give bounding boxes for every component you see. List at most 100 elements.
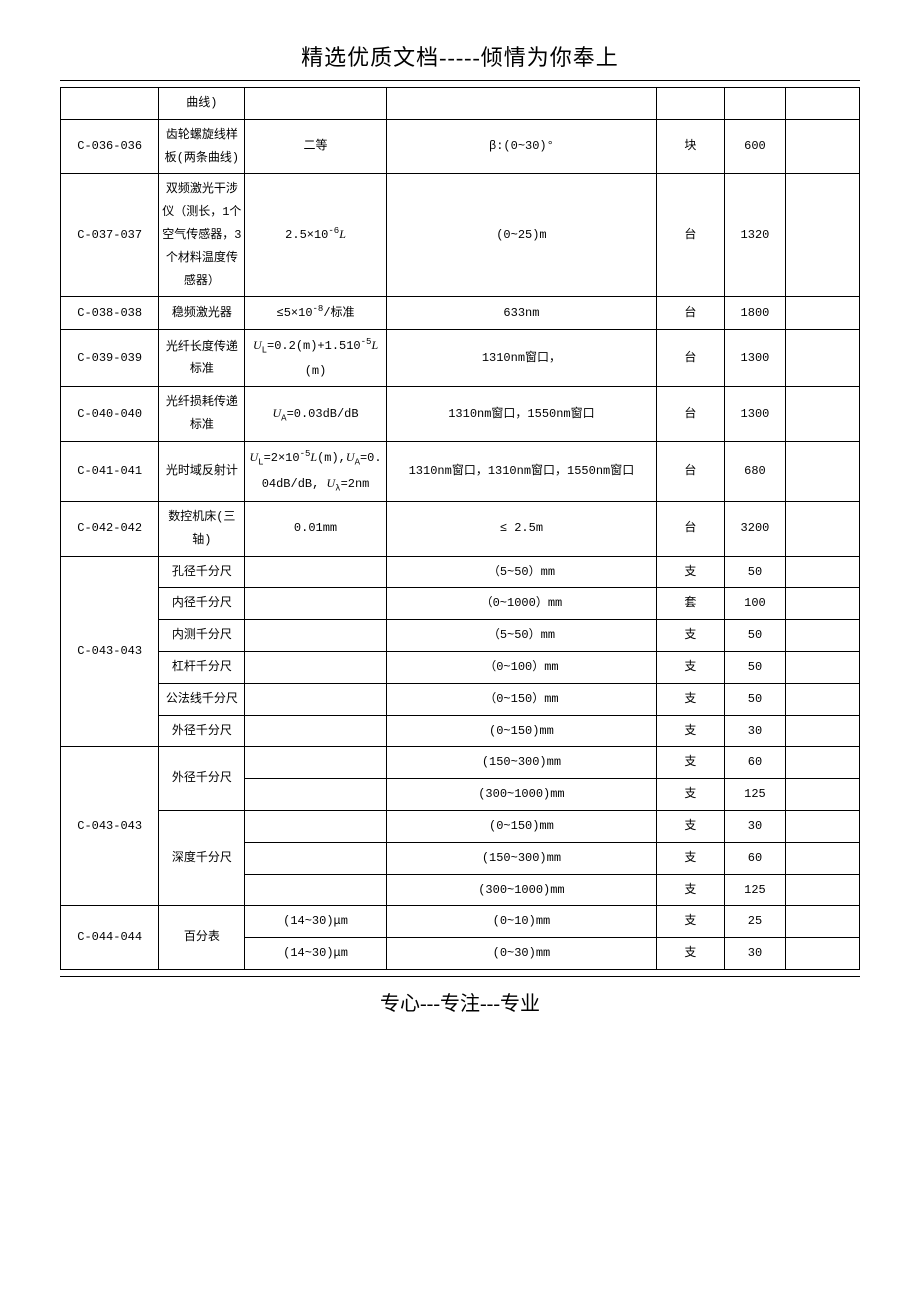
page-header: 精选优质文档-----倾情为你奉上 [60, 40, 860, 72]
cell-price: 60 [724, 747, 785, 779]
cell-code: C-042-042 [61, 502, 159, 557]
cell-note [786, 810, 860, 842]
cell-name: 外径千分尺 [159, 715, 245, 747]
cell-code: C-036-036 [61, 119, 159, 174]
cell-unit: 支 [657, 715, 725, 747]
cell-name: 杠杆千分尺 [159, 652, 245, 684]
cell-code: C-041-041 [61, 442, 159, 502]
cell-price: 600 [724, 119, 785, 174]
main-table: 曲线) C-036-036 齿轮螺旋线样板(两条曲线) 二等 β:(0~30)°… [60, 87, 860, 970]
cell-code [61, 88, 159, 120]
cell-spec: ≤5×10-8/标准 [245, 297, 386, 330]
cell-name: 双频激光干涉仪（测长，1个空气传感器，3个材料温度传感器） [159, 174, 245, 297]
cell-unit: 块 [657, 119, 725, 174]
table-row: C-037-037 双频激光干涉仪（测长，1个空气传感器，3个材料温度传感器） … [61, 174, 860, 297]
cell-code: C-040-040 [61, 387, 159, 442]
cell-range: (0~150)mm [386, 810, 656, 842]
cell-unit: 台 [657, 387, 725, 442]
cell-price: 50 [724, 683, 785, 715]
cell-price: 1300 [724, 330, 785, 387]
cell-note [786, 906, 860, 938]
cell-range [386, 88, 656, 120]
cell-name: 深度千分尺 [159, 810, 245, 905]
cell-name: 数控机床(三轴) [159, 502, 245, 557]
header-rule [60, 80, 860, 81]
cell-note [786, 620, 860, 652]
cell-name: 光纤长度传递标准 [159, 330, 245, 387]
cell-note [786, 387, 860, 442]
cell-spec: UL=2×10-5L(m),UA=0.04dB/dB, Uλ=2nm [245, 442, 386, 502]
cell-spec [245, 556, 386, 588]
cell-unit: 支 [657, 779, 725, 811]
cell-unit: 支 [657, 683, 725, 715]
cell-range: 1310nm窗口， [386, 330, 656, 387]
cell-unit: 台 [657, 174, 725, 297]
cell-spec [245, 588, 386, 620]
cell-name: 曲线) [159, 88, 245, 120]
cell-spec: 2.5×10-6L [245, 174, 386, 297]
cell-unit: 台 [657, 502, 725, 557]
cell-price: 50 [724, 620, 785, 652]
cell-code: C-038-038 [61, 297, 159, 330]
cell-unit: 台 [657, 297, 725, 330]
cell-unit: 套 [657, 588, 725, 620]
cell-unit: 支 [657, 938, 725, 970]
cell-price: 3200 [724, 502, 785, 557]
table-row: C-039-039 光纤长度传递标准 UL=0.2(m)+1.510-5L(m)… [61, 330, 860, 387]
cell-price: 30 [724, 938, 785, 970]
cell-range: （0~1000）mm [386, 588, 656, 620]
cell-unit: 支 [657, 874, 725, 906]
cell-unit: 支 [657, 810, 725, 842]
cell-spec [245, 88, 386, 120]
table-row: 内测千分尺 （5~50）mm 支 50 [61, 620, 860, 652]
cell-name: 内径千分尺 [159, 588, 245, 620]
cell-note [786, 842, 860, 874]
cell-note [786, 779, 860, 811]
cell-name: 公法线千分尺 [159, 683, 245, 715]
cell-note [786, 119, 860, 174]
cell-note [786, 502, 860, 557]
cell-range: （0~100）mm [386, 652, 656, 684]
cell-range: ≤ 2.5m [386, 502, 656, 557]
cell-spec: UA=0.03dB/dB [245, 387, 386, 442]
cell-range: (150~300)mm [386, 747, 656, 779]
cell-name: 百分表 [159, 906, 245, 970]
cell-name: 光时域反射计 [159, 442, 245, 502]
cell-unit [657, 88, 725, 120]
table-row: C-042-042 数控机床(三轴) 0.01mm ≤ 2.5m 台 3200 [61, 502, 860, 557]
cell-unit: 支 [657, 620, 725, 652]
cell-range: (0~30)mm [386, 938, 656, 970]
cell-range: 1310nm窗口，1310nm窗口，1550nm窗口 [386, 442, 656, 502]
cell-spec: (14~30)μm [245, 938, 386, 970]
cell-unit: 支 [657, 906, 725, 938]
cell-spec [245, 810, 386, 842]
cell-price: 50 [724, 652, 785, 684]
cell-note [786, 556, 860, 588]
cell-spec [245, 874, 386, 906]
cell-name: 光纤损耗传递标准 [159, 387, 245, 442]
footer-rule [60, 976, 860, 977]
cell-range: （5~50）mm [386, 620, 656, 652]
cell-code: C-043-043 [61, 747, 159, 906]
cell-note [786, 938, 860, 970]
cell-price: 1800 [724, 297, 785, 330]
table-row: 深度千分尺 (0~150)mm 支 30 [61, 810, 860, 842]
cell-spec: (14~30)μm [245, 906, 386, 938]
table-row: 曲线) [61, 88, 860, 120]
cell-note [786, 588, 860, 620]
cell-spec [245, 620, 386, 652]
table-row: 杠杆千分尺 （0~100）mm 支 50 [61, 652, 860, 684]
table-row: 外径千分尺 (0~150)mm 支 30 [61, 715, 860, 747]
cell-price: 125 [724, 779, 785, 811]
cell-range: (150~300)mm [386, 842, 656, 874]
cell-spec: 二等 [245, 119, 386, 174]
cell-spec [245, 652, 386, 684]
table-row: 公法线千分尺 （0~150）mm 支 50 [61, 683, 860, 715]
table-row: C-043-043 外径千分尺 (150~300)mm 支 60 [61, 747, 860, 779]
cell-unit: 台 [657, 442, 725, 502]
table-row: C-044-044 百分表 (14~30)μm (0~10)mm 支 25 [61, 906, 860, 938]
cell-spec [245, 779, 386, 811]
cell-price: 60 [724, 842, 785, 874]
cell-price: 125 [724, 874, 785, 906]
table-row: C-041-041 光时域反射计 UL=2×10-5L(m),UA=0.04dB… [61, 442, 860, 502]
